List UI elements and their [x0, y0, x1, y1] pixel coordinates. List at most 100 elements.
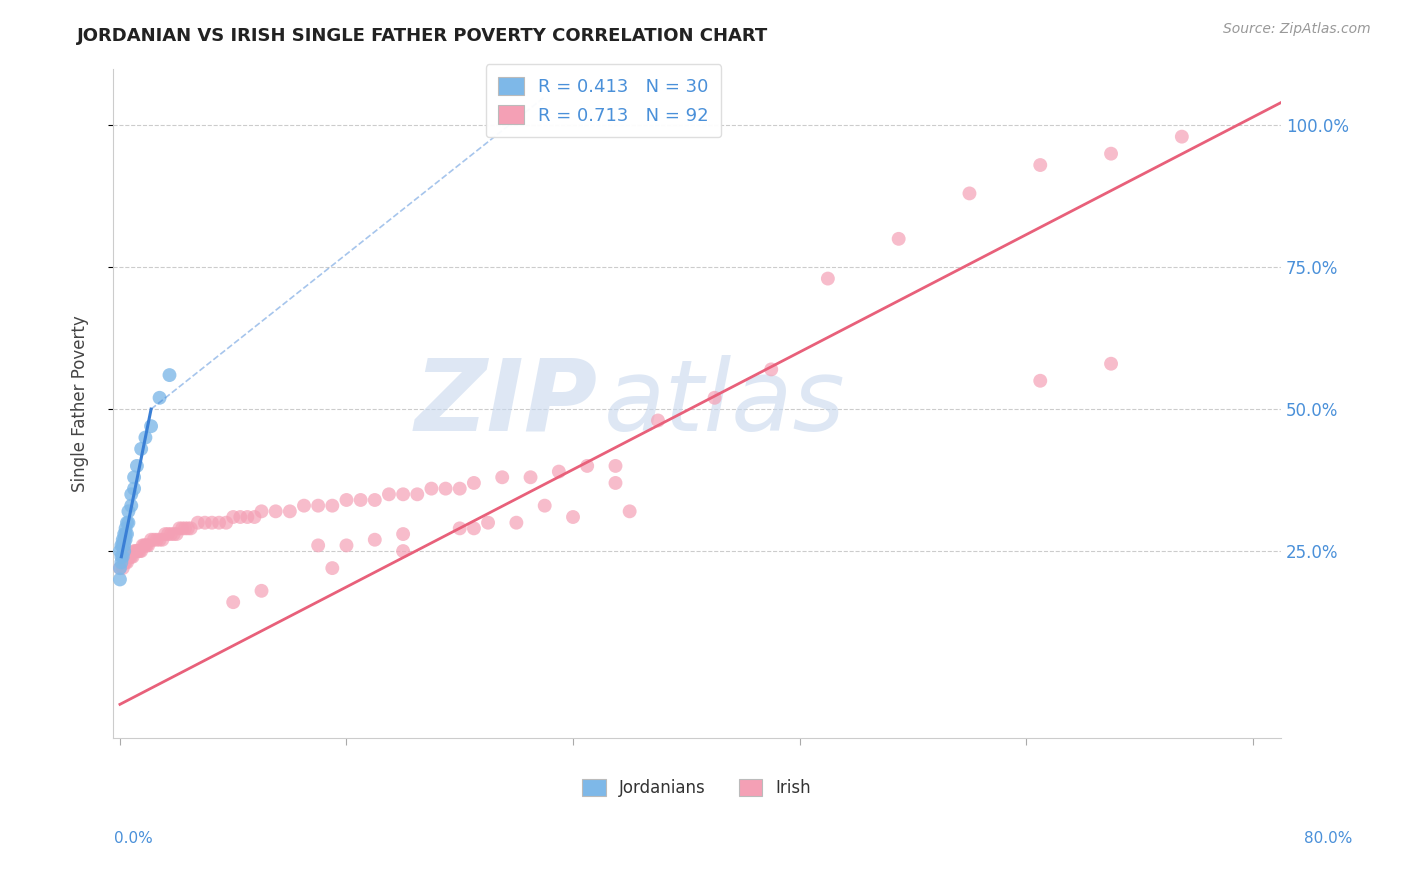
Point: [761, 362, 783, 376]
Point: [128, 544, 150, 558]
Point: [208, 516, 231, 530]
Point: [127, 544, 149, 558]
Point: [115, 527, 138, 541]
Point: [1171, 129, 1194, 144]
Point: [547, 465, 569, 479]
Point: [112, 556, 135, 570]
Point: [491, 470, 513, 484]
Point: [112, 544, 135, 558]
Point: [817, 271, 839, 285]
Point: [125, 544, 148, 558]
Point: [174, 521, 197, 535]
Point: [120, 487, 142, 501]
Point: [117, 504, 139, 518]
Point: [108, 573, 131, 587]
Point: [576, 458, 599, 473]
Point: [108, 561, 131, 575]
Point: [159, 368, 181, 382]
Point: [229, 510, 252, 524]
Point: [122, 482, 145, 496]
Point: [335, 538, 357, 552]
Point: [145, 533, 167, 547]
Point: [139, 419, 162, 434]
Point: [129, 442, 152, 456]
Text: Source: ZipAtlas.com: Source: ZipAtlas.com: [1223, 22, 1371, 37]
Point: [177, 521, 200, 535]
Point: [169, 521, 191, 535]
Point: [114, 533, 136, 547]
Point: [108, 544, 131, 558]
Point: [112, 533, 135, 547]
Point: [463, 475, 485, 490]
Point: [111, 549, 134, 564]
Point: [112, 527, 135, 541]
Point: [110, 556, 132, 570]
Point: [117, 516, 139, 530]
Point: [120, 499, 142, 513]
Point: [201, 516, 224, 530]
Point: [236, 510, 259, 524]
Point: [364, 493, 387, 508]
Point: [307, 538, 329, 552]
Point: [364, 533, 387, 547]
Legend: Jordanians, Irish: Jordanians, Irish: [575, 772, 818, 804]
Point: [406, 487, 429, 501]
Text: 80.0%: 80.0%: [1305, 831, 1353, 846]
Point: [112, 538, 135, 552]
Point: [349, 493, 371, 508]
Point: [187, 516, 209, 530]
Point: [172, 521, 194, 535]
Text: JORDANIAN VS IRISH SINGLE FATHER POVERTY CORRELATION CHART: JORDANIAN VS IRISH SINGLE FATHER POVERTY…: [77, 27, 769, 45]
Point: [110, 538, 132, 552]
Point: [321, 561, 343, 575]
Point: [959, 186, 981, 201]
Point: [321, 499, 343, 513]
Point: [605, 458, 627, 473]
Point: [307, 499, 329, 513]
Point: [392, 544, 415, 558]
Point: [125, 458, 148, 473]
Point: [152, 533, 174, 547]
Point: [562, 510, 585, 524]
Point: [420, 482, 443, 496]
Text: 0.0%: 0.0%: [114, 831, 153, 846]
Point: [1099, 357, 1122, 371]
Point: [114, 556, 136, 570]
Point: [111, 533, 134, 547]
Point: [108, 561, 131, 575]
Text: ZIP: ZIP: [415, 355, 598, 452]
Point: [619, 504, 641, 518]
Point: [166, 527, 188, 541]
Point: [121, 549, 143, 564]
Point: [142, 533, 165, 547]
Point: [449, 482, 471, 496]
Point: [155, 527, 177, 541]
Point: [335, 493, 357, 508]
Point: [887, 232, 910, 246]
Point: [264, 504, 287, 518]
Point: [122, 544, 145, 558]
Point: [117, 549, 139, 564]
Point: [136, 538, 159, 552]
Point: [222, 510, 245, 524]
Point: [115, 516, 138, 530]
Point: [449, 521, 471, 535]
Point: [135, 538, 157, 552]
Point: [194, 516, 217, 530]
Point: [118, 549, 141, 564]
Point: [215, 516, 238, 530]
Point: [122, 470, 145, 484]
Point: [392, 487, 415, 501]
Point: [250, 504, 273, 518]
Point: [124, 544, 146, 558]
Point: [392, 527, 415, 541]
Point: [148, 391, 170, 405]
Point: [139, 533, 162, 547]
Point: [250, 583, 273, 598]
Point: [1029, 374, 1052, 388]
Point: [163, 527, 186, 541]
Point: [278, 504, 301, 518]
Point: [378, 487, 401, 501]
Point: [148, 533, 170, 547]
Y-axis label: Single Father Poverty: Single Father Poverty: [72, 315, 89, 491]
